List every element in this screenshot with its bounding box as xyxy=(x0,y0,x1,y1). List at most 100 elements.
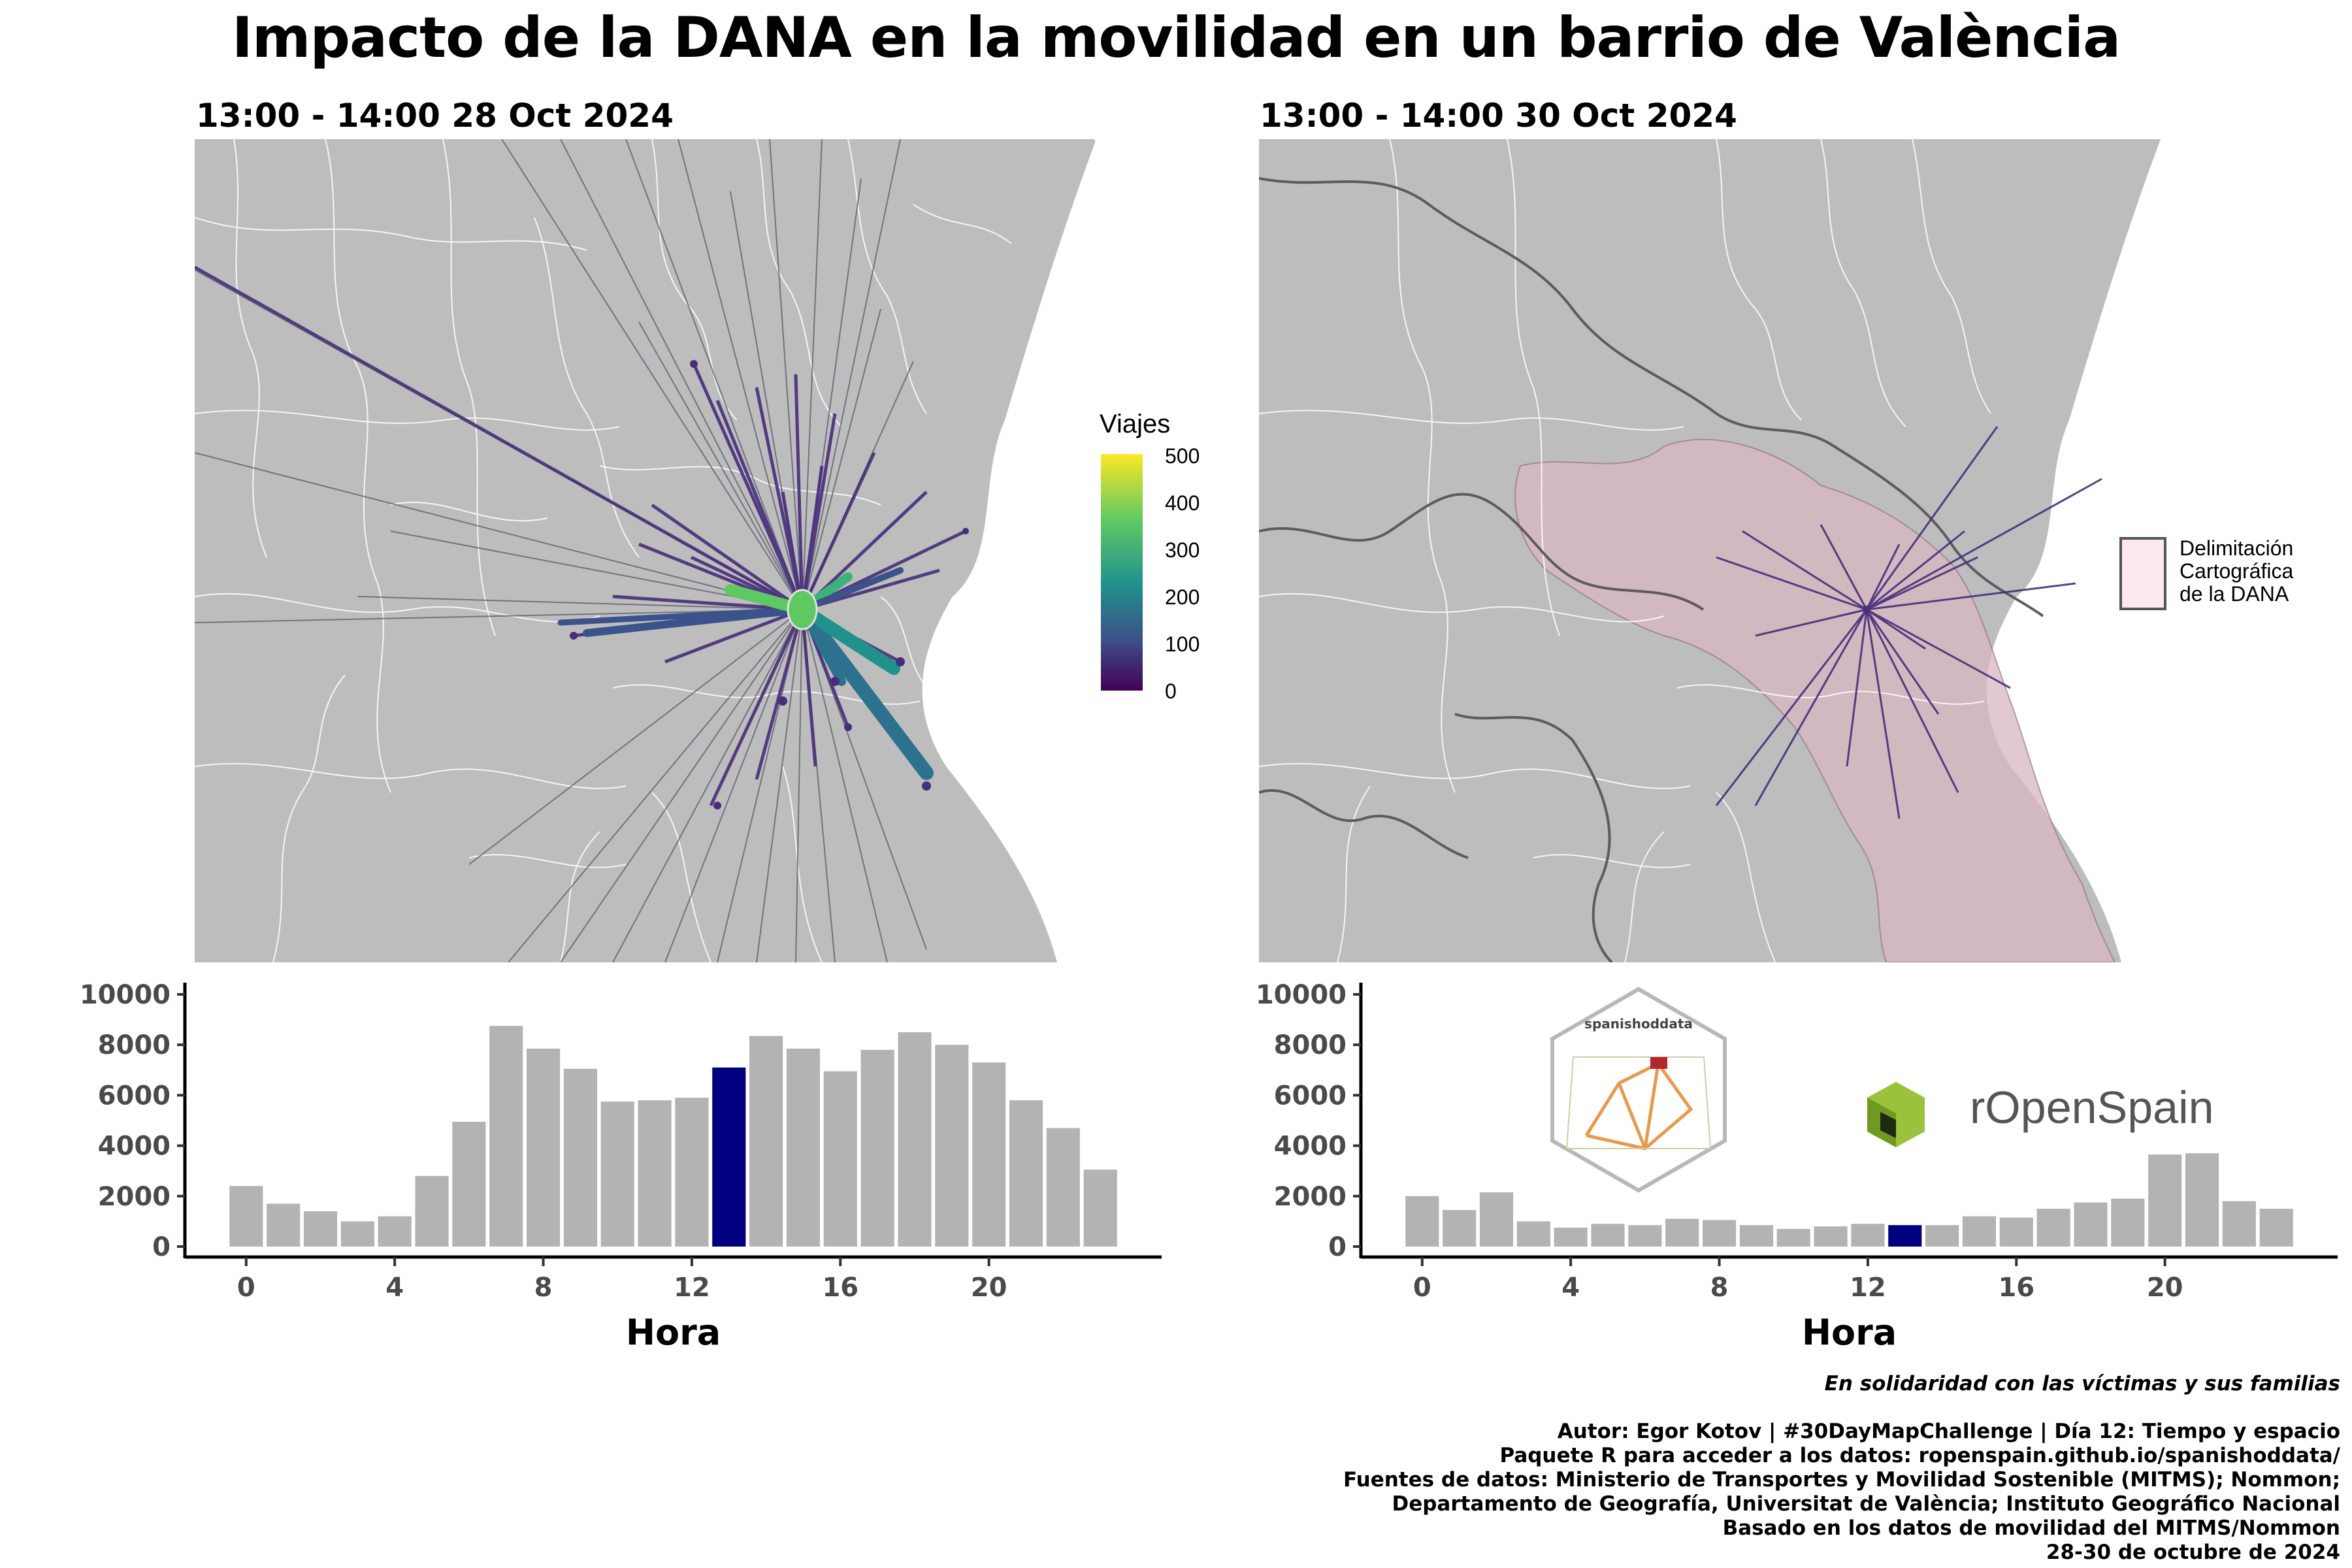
medium-flows xyxy=(195,265,967,807)
left-ytick-label-0: 0 xyxy=(152,1232,171,1262)
left-xtick-label-20: 20 xyxy=(971,1273,1007,1303)
right-bar-h0 xyxy=(1405,1196,1439,1247)
left-bar-h22 xyxy=(1046,1128,1080,1247)
right-bar-h11 xyxy=(1814,1226,1848,1247)
left-bar-h19 xyxy=(935,1045,969,1247)
right-bar-h15 xyxy=(1962,1216,1997,1247)
left-bar-h17 xyxy=(860,1049,894,1247)
right-bar-h23 xyxy=(2259,1209,2293,1247)
legend-tick-200: 200 xyxy=(1165,585,1200,609)
right-bar-h7 xyxy=(1665,1218,1699,1247)
flows xyxy=(1715,426,2102,819)
right-bar-h13 xyxy=(1888,1225,1922,1247)
legend-tick-300: 300 xyxy=(1165,538,1200,562)
ropenspain-wordmark: rOpenSpain xyxy=(1970,1082,2214,1133)
left-ytick-label-10000: 10000 xyxy=(80,980,171,1010)
left-bar-h2 xyxy=(303,1211,338,1247)
dana-legend-label: Delimitación Cartográfica de la DANA xyxy=(2180,537,2293,606)
right-bar-h18 xyxy=(2074,1202,2108,1247)
right-xtick-label-16: 16 xyxy=(1998,1273,2034,1303)
right-map-svg xyxy=(1259,139,2161,962)
credits-dedication: En solidaridad con las víctimas y sus fa… xyxy=(1824,1372,2340,1396)
left-bar-h10 xyxy=(600,1102,634,1247)
right-ytick-label-0: 0 xyxy=(1328,1232,1347,1262)
legend-tick-400: 400 xyxy=(1165,491,1200,515)
right-bar-h2 xyxy=(1479,1192,1514,1247)
left-bar-h20 xyxy=(972,1062,1006,1247)
credits-author: Autor: Egor Kotov | #30DayMapChallenge |… xyxy=(1557,1420,2340,1443)
right-xtick-label-8: 8 xyxy=(1710,1273,1729,1303)
legend-tick-100: 100 xyxy=(1165,632,1200,656)
left-bar-h15 xyxy=(786,1048,821,1247)
left-bar-chart: 0 2000 4000 6000 8000 10000 0 4 8 12 16 20 Hora xyxy=(80,980,1162,1353)
thin-flows xyxy=(195,139,927,962)
left-xtick-label-16: 16 xyxy=(822,1273,858,1303)
left-xtick-label-12: 12 xyxy=(674,1273,710,1303)
left-xtick-label-8: 8 xyxy=(534,1273,553,1303)
left-bar-h3 xyxy=(340,1221,374,1247)
right-ytick-label-2000: 2000 xyxy=(1274,1182,1347,1212)
dana-legend-line-1: Delimitación xyxy=(2180,536,2294,560)
left-x-axis-label: Hora xyxy=(626,1312,721,1353)
thick-flows xyxy=(557,567,934,780)
left-bar-h23 xyxy=(1083,1169,1117,1247)
dana-legend-key xyxy=(2119,537,2166,610)
left-bar-h16 xyxy=(823,1071,857,1247)
right-bar-h3 xyxy=(1516,1221,1550,1247)
right-bar-h14 xyxy=(1925,1225,1959,1247)
origin-neighbourhood xyxy=(787,589,818,630)
left-ytick-label-4000: 4000 xyxy=(98,1132,171,1162)
figure-title: Impacto de la DANA en la movilidad en un… xyxy=(231,5,2121,71)
hex-logo-text: spanishoddata xyxy=(1584,1016,1693,1032)
spanishoddata-hex-logo: spanishoddata xyxy=(1550,987,1727,1193)
right-xtick-label-4: 4 xyxy=(1561,1273,1580,1303)
left-bar-h5 xyxy=(415,1175,449,1247)
left-bar-h1 xyxy=(267,1203,301,1247)
left-ytick-label-8000: 8000 xyxy=(98,1030,171,1060)
right-xtick-label-20: 20 xyxy=(2147,1273,2183,1303)
left-ytick-label-6000: 6000 xyxy=(98,1081,171,1111)
right-bar-h10 xyxy=(1776,1228,1810,1247)
municipal-boundaries xyxy=(1259,139,1991,962)
left-bar-h9 xyxy=(563,1068,597,1247)
right-bar-h21 xyxy=(2185,1153,2219,1247)
dana-legend-line-2: Cartográfica xyxy=(2180,559,2294,583)
left-bar-h4 xyxy=(378,1216,412,1247)
left-bar-h18 xyxy=(898,1032,932,1247)
sea-area xyxy=(922,139,1096,962)
left-ytick-label-2000: 2000 xyxy=(98,1182,171,1212)
right-bar-h9 xyxy=(1739,1225,1773,1247)
left-xtick-label-4: 4 xyxy=(385,1273,404,1303)
right-ytick-label-6000: 6000 xyxy=(1274,1081,1347,1111)
left-bar-h12 xyxy=(675,1098,709,1247)
credits-sources-2: Departamento de Geografía, Universitat d… xyxy=(1392,1492,2340,1516)
left-bar-h11 xyxy=(638,1100,672,1247)
left-map-svg xyxy=(195,139,1096,962)
viajes-colorbar xyxy=(1101,454,1143,691)
right-subtitle: 13:00 - 14:00 30 Oct 2024 xyxy=(1260,97,1737,135)
left-xtick-label-0: 0 xyxy=(237,1273,255,1303)
right-bar-h1 xyxy=(1443,1210,1477,1247)
right-ytick-label-10000: 10000 xyxy=(1256,980,1347,1010)
rivers xyxy=(1259,177,2044,962)
flow-points xyxy=(570,360,969,809)
right-x-axis-label: Hora xyxy=(1802,1312,1897,1353)
right-xtick-label-0: 0 xyxy=(1413,1273,1431,1303)
left-bar-h6 xyxy=(452,1121,486,1247)
left-bar-h21 xyxy=(1009,1100,1043,1247)
right-bar-h20 xyxy=(2148,1154,2182,1247)
legend-tick-500: 500 xyxy=(1165,444,1200,468)
left-bar-h7 xyxy=(489,1026,523,1247)
right-ytick-label-4000: 4000 xyxy=(1274,1132,1347,1162)
credits-package: Paquete R para acceder a los datos: rope… xyxy=(1499,1444,2340,1467)
right-bar-chart: 0 2000 4000 6000 8000 10000 0 4 8 12 16 20 Hora xyxy=(1256,980,2338,1353)
right-xtick-label-12: 12 xyxy=(1850,1273,1886,1303)
left-bar-h0 xyxy=(229,1186,263,1247)
credits-block: En solidaridad con las víctimas y sus fa… xyxy=(1343,1372,2340,1565)
municipal-boundaries xyxy=(195,139,1012,962)
right-bar-h12 xyxy=(1851,1224,1885,1247)
left-bar-h13 xyxy=(712,1067,746,1247)
right-bar-h16 xyxy=(1999,1217,2033,1247)
left-subtitle: 13:00 - 14:00 28 Oct 2024 xyxy=(196,97,674,135)
